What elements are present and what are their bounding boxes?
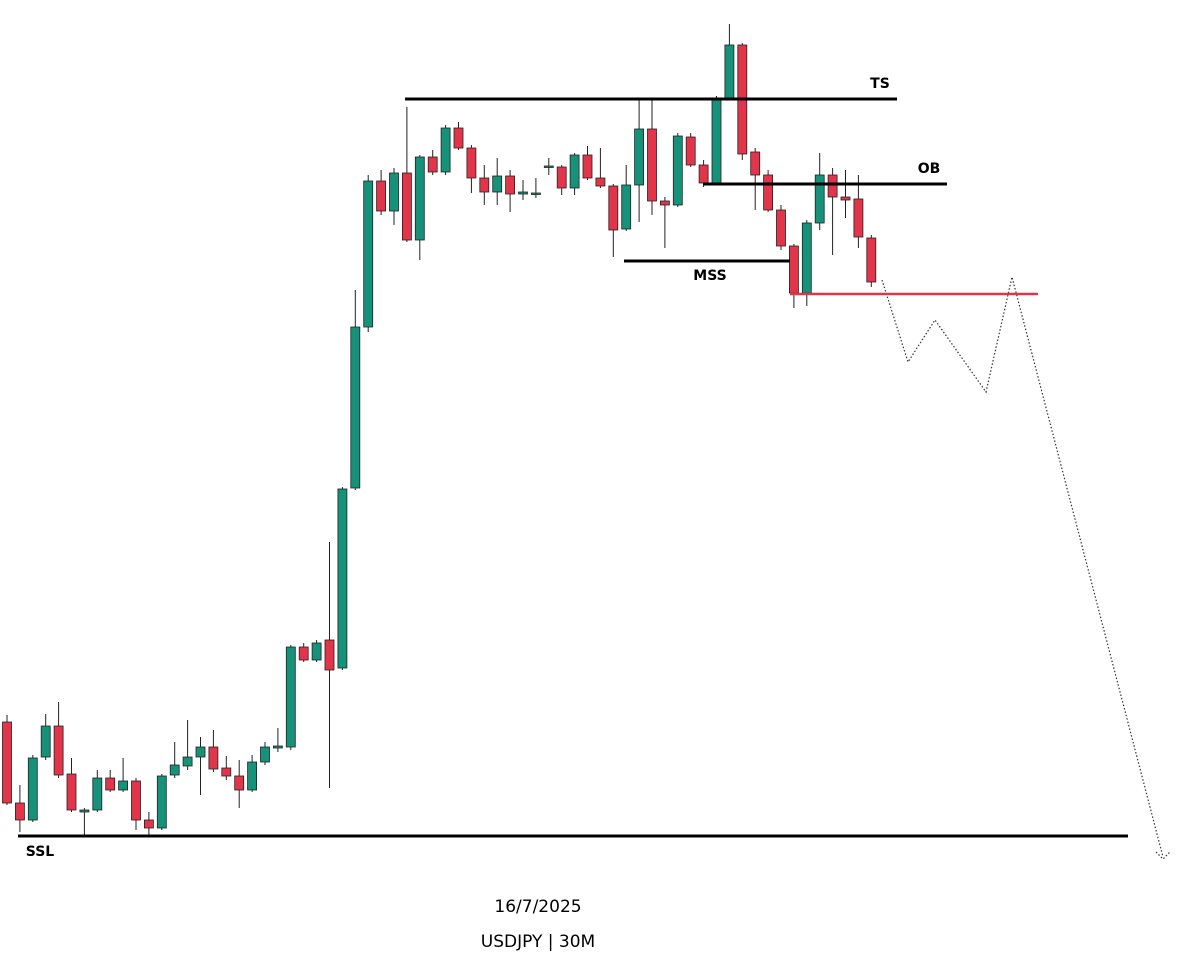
candle-body	[53, 725, 64, 776]
candle-body	[685, 136, 696, 166]
candle-body	[285, 646, 296, 748]
candle-body	[763, 174, 773, 211]
candle-body	[324, 639, 335, 671]
candle-body	[505, 175, 516, 195]
candle-body	[672, 135, 683, 206]
candle-body	[479, 177, 490, 193]
candle-body	[440, 127, 451, 173]
candle-body	[156, 775, 167, 829]
candle-body	[776, 209, 786, 247]
candle-body	[169, 764, 180, 776]
candle-body	[801, 222, 812, 294]
candle-body	[531, 192, 541, 195]
candle-body	[543, 165, 554, 168]
chart-title: USDJPY | 30M	[481, 932, 595, 952]
candle-body	[79, 809, 90, 813]
candle-body	[518, 191, 528, 195]
candle-body	[92, 777, 103, 811]
candle-body	[647, 128, 657, 202]
candle-body	[466, 147, 477, 179]
candle-body	[350, 326, 361, 489]
candle-body	[389, 172, 399, 212]
candle-body	[2, 721, 12, 804]
candle-body	[827, 174, 838, 198]
candle-body	[698, 164, 709, 184]
candle-body	[131, 780, 141, 821]
candle-body	[272, 745, 283, 749]
candle-body	[492, 175, 503, 193]
candle-body	[298, 646, 309, 661]
candle-body	[569, 154, 580, 189]
level-label: OB	[918, 161, 941, 177]
candle-body	[750, 151, 761, 176]
candle-body	[363, 180, 374, 328]
candle-body	[247, 761, 258, 791]
level-label: MSS	[693, 268, 726, 284]
candle-body	[195, 746, 206, 758]
candle-body	[182, 756, 193, 767]
candle-body	[260, 746, 270, 763]
candle-body	[105, 777, 116, 791]
candle-body	[814, 174, 825, 224]
candle-body	[556, 166, 567, 189]
candle-body	[337, 488, 348, 669]
candle-body	[376, 180, 387, 212]
candle-body	[608, 185, 619, 231]
candle-body	[866, 237, 877, 283]
candle-body	[40, 725, 51, 758]
candle-body	[840, 196, 851, 201]
candle-body	[789, 245, 799, 294]
candle-body	[853, 198, 864, 238]
candle-body	[401, 172, 412, 241]
candle-body	[427, 156, 438, 173]
candle-body	[66, 773, 77, 811]
candle-body	[234, 775, 245, 791]
candle-body	[143, 819, 154, 829]
projection-path	[881, 276, 1164, 858]
candle-body	[27, 757, 38, 821]
candle-body	[634, 128, 644, 186]
candle-body	[118, 780, 128, 791]
candle-body	[14, 802, 25, 821]
level-label: TS	[870, 76, 890, 92]
candle-body	[453, 127, 464, 149]
candle-body	[711, 97, 722, 184]
level-label: SSL	[26, 844, 55, 860]
candle-body	[621, 184, 632, 230]
candle-body	[724, 44, 735, 99]
date-label: 16/7/2025	[494, 897, 581, 917]
candle-body	[660, 200, 670, 206]
candle-body	[595, 177, 606, 187]
candle-body	[582, 154, 593, 179]
candle-body	[221, 767, 232, 777]
candle-body	[208, 746, 219, 770]
candle-body	[414, 156, 425, 241]
candle-body	[311, 642, 322, 661]
